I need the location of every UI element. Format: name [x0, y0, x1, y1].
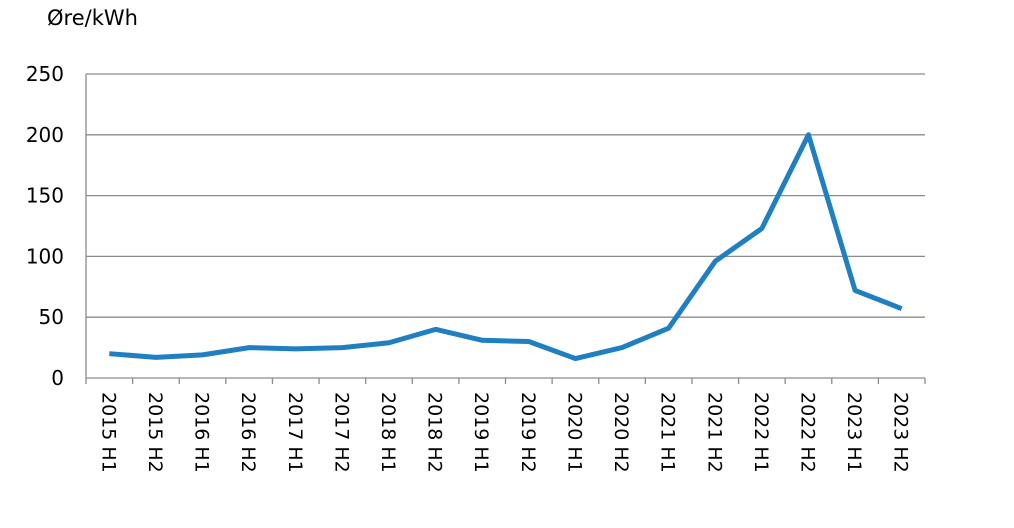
x-tick-label: 2015 H2 — [144, 392, 166, 473]
y-tick-label: 150 — [26, 184, 64, 208]
series-line — [109, 132, 903, 362]
x-tick-label: 2016 H1 — [191, 392, 213, 473]
x-tick-label: 2021 H1 — [657, 392, 679, 473]
gridlines — [86, 73, 925, 318]
x-tick-label: 2019 H1 — [470, 392, 492, 473]
x-tick-label: 2022 H1 — [750, 392, 772, 473]
x-tick-label: 2020 H1 — [563, 392, 585, 473]
y-tick-label: 200 — [26, 123, 64, 147]
y-axis-unit-label: Øre/kWh — [47, 6, 138, 30]
y-axis-ticks: 0 50 100 150 200 250 — [26, 62, 64, 390]
x-tick-label: 2017 H2 — [330, 392, 352, 473]
y-tick-label: 100 — [26, 244, 64, 268]
x-tick-label: 2021 H2 — [703, 392, 725, 473]
x-tick-label: 2018 H1 — [377, 392, 399, 473]
y-tick-label: 50 — [39, 305, 64, 329]
data-series — [109, 132, 903, 362]
y-tick-label: 0 — [51, 366, 64, 390]
x-tick-label: 2018 H2 — [424, 392, 446, 473]
x-tick-label: 2023 H1 — [843, 392, 865, 473]
x-tick-label: 2015 H1 — [97, 392, 119, 473]
x-tick-label: 2023 H2 — [890, 392, 912, 473]
x-tick-label: 2020 H2 — [610, 392, 632, 473]
x-axis-ticks: 2015 H1 2015 H2 2016 H1 2016 H2 2017 H1 2017 … — [97, 392, 911, 473]
axes — [85, 74, 926, 384]
x-tick-label: 2016 H2 — [237, 392, 259, 473]
x-tick-label: 2022 H2 — [796, 392, 818, 473]
x-tick-label: 2019 H2 — [517, 392, 539, 473]
y-tick-label: 250 — [26, 62, 64, 86]
x-tick-label: 2017 H1 — [284, 392, 306, 473]
